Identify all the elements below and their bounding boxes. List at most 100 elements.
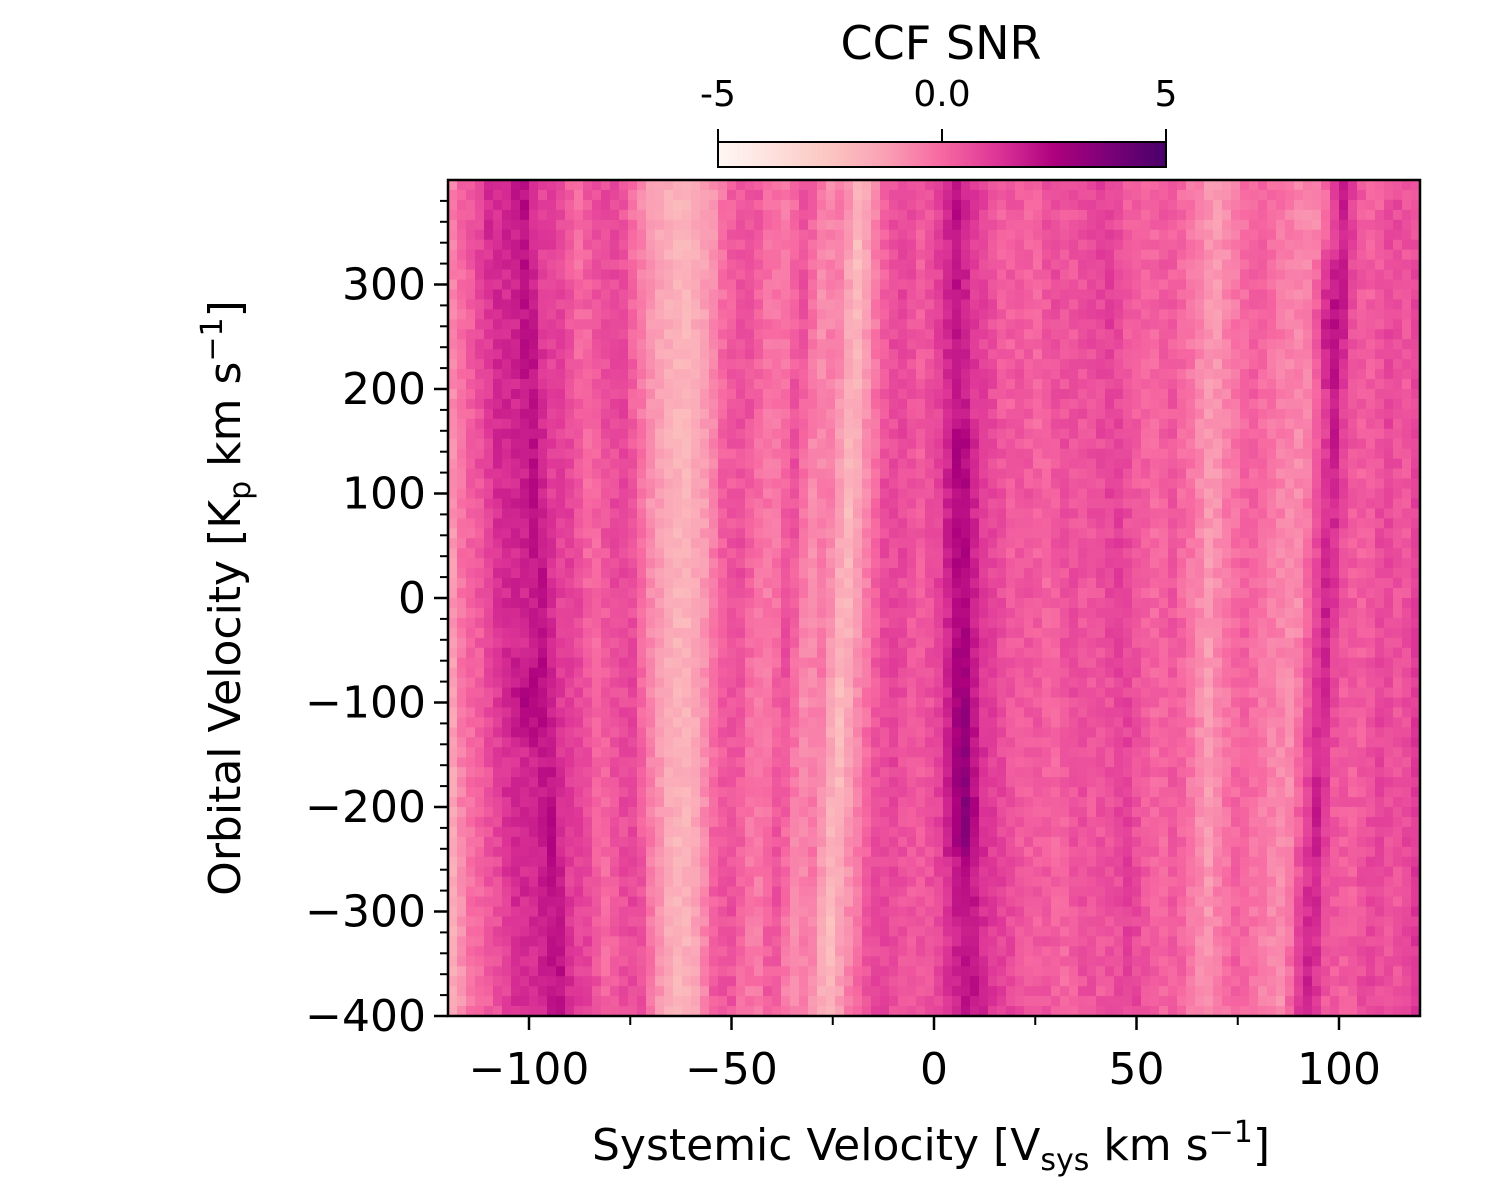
heatmap-cell	[1006, 349, 1016, 360]
heatmap-cell	[961, 607, 971, 619]
heatmap-cell	[970, 448, 980, 460]
heatmap-cell	[961, 448, 971, 460]
heatmap-cell	[601, 438, 611, 450]
heatmap-cell	[673, 329, 683, 340]
heatmap-cell	[529, 458, 539, 470]
heatmap-cell	[1078, 598, 1088, 609]
heatmap-cell	[970, 607, 980, 619]
heatmap-cell	[610, 229, 620, 241]
heatmap-cell	[826, 309, 836, 320]
heatmap-cell	[1312, 548, 1322, 559]
heatmap-cell	[682, 548, 692, 559]
heatmap-cell	[1276, 508, 1286, 519]
heatmap-cell	[1141, 279, 1151, 291]
heatmap-cell	[889, 518, 899, 529]
heatmap-cell	[745, 498, 755, 510]
heatmap-cell	[1015, 379, 1025, 390]
heatmap-cell	[988, 398, 998, 410]
heatmap-cell	[646, 189, 656, 201]
heatmap-cell	[844, 558, 854, 569]
heatmap-cell	[484, 408, 494, 420]
heatmap-cell	[529, 418, 539, 430]
heatmap-cell	[1195, 379, 1205, 390]
heatmap-cell	[1384, 229, 1394, 241]
heatmap-cell	[1393, 428, 1403, 440]
heatmap-cell	[826, 588, 836, 599]
heatmap-cell	[1339, 309, 1349, 320]
heatmap-cell	[1123, 607, 1133, 619]
heatmap-cell	[1312, 209, 1322, 221]
heatmap-cell	[1393, 329, 1403, 340]
heatmap-cell	[1177, 607, 1187, 619]
heatmap-cell	[1114, 379, 1124, 390]
heatmap-cell	[700, 528, 710, 539]
heatmap-cell	[664, 448, 674, 460]
heatmap-cell	[1276, 180, 1286, 191]
heatmap-cell	[1339, 478, 1349, 490]
heatmap-cell	[637, 418, 647, 430]
heatmap-cell	[1402, 558, 1412, 569]
heatmap-cell	[538, 637, 548, 649]
heatmap-cell	[871, 498, 881, 510]
heatmap-cell	[961, 538, 971, 549]
heatmap-cell	[673, 578, 683, 589]
heatmap-cell	[844, 389, 854, 400]
heatmap-cell	[520, 199, 530, 211]
heatmap-cell	[1357, 269, 1367, 281]
heatmap-cell	[808, 379, 818, 390]
heatmap-cell	[979, 199, 989, 211]
heatmap-cell	[529, 627, 539, 639]
heatmap-cell	[1204, 548, 1214, 559]
heatmap-cell	[1285, 349, 1295, 360]
heatmap-cell	[1114, 548, 1124, 559]
heatmap-cell	[493, 607, 503, 619]
heatmap-cell	[952, 607, 962, 619]
heatmap-cell	[1321, 588, 1331, 599]
heatmap-cell	[493, 458, 503, 470]
heatmap-cell	[1222, 607, 1232, 619]
heatmap-cell	[1348, 359, 1358, 370]
heatmap-cell	[466, 438, 476, 450]
heatmap-cell	[1411, 309, 1420, 320]
heatmap-cell	[1015, 508, 1025, 519]
heatmap-cell	[880, 199, 890, 211]
heatmap-cell	[610, 418, 620, 430]
heatmap-cell	[1123, 478, 1133, 490]
heatmap-cell	[682, 538, 692, 549]
heatmap-cell	[988, 319, 998, 330]
heatmap-cell	[466, 458, 476, 470]
heatmap-cell	[772, 369, 782, 380]
heatmap-cell	[1105, 528, 1115, 539]
heatmap-cell	[601, 428, 611, 440]
heatmap-cell	[646, 299, 656, 310]
heatmap-cell	[592, 408, 602, 420]
heatmap-cell	[565, 498, 575, 510]
heatmap-cell	[1384, 528, 1394, 539]
heatmap-cell	[1024, 199, 1034, 211]
heatmap-cell	[466, 349, 476, 360]
heatmap-cell	[1042, 329, 1052, 340]
heatmap-cell	[1078, 468, 1088, 480]
heatmap-cell	[1402, 279, 1412, 291]
heatmap-cell	[1150, 189, 1160, 201]
heatmap-cell	[628, 398, 638, 410]
heatmap-cell	[1078, 418, 1088, 430]
heatmap-cell	[574, 199, 584, 211]
heatmap-cell	[1267, 418, 1277, 430]
heatmap-cell	[493, 219, 503, 231]
heatmap-cell	[997, 229, 1007, 241]
heatmap-cell	[1150, 627, 1160, 639]
heatmap-cell	[1357, 379, 1367, 390]
heatmap-cell	[547, 299, 557, 310]
heatmap-cell	[853, 219, 863, 231]
heatmap-cell	[907, 418, 917, 430]
heatmap-cell	[673, 269, 683, 281]
heatmap-cell	[979, 458, 989, 470]
heatmap-cell	[745, 488, 755, 500]
heatmap-cell	[1096, 448, 1106, 460]
heatmap-cell	[484, 349, 494, 360]
heatmap-cell	[718, 249, 728, 261]
heatmap-cell	[1321, 438, 1331, 450]
heatmap-cell	[1168, 349, 1178, 360]
heatmap-cell	[682, 289, 692, 301]
